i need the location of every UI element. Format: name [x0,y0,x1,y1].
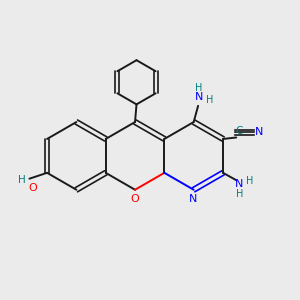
Text: O: O [131,194,140,204]
Text: H: H [236,189,243,199]
Text: N: N [189,194,197,204]
Text: N: N [255,128,263,137]
Text: H: H [195,83,202,93]
Text: H: H [206,95,213,105]
Text: H: H [18,175,26,185]
Text: O: O [28,183,37,193]
Text: H: H [246,176,254,186]
Text: C: C [236,126,243,136]
Text: N: N [235,179,243,189]
Text: N: N [194,92,203,102]
